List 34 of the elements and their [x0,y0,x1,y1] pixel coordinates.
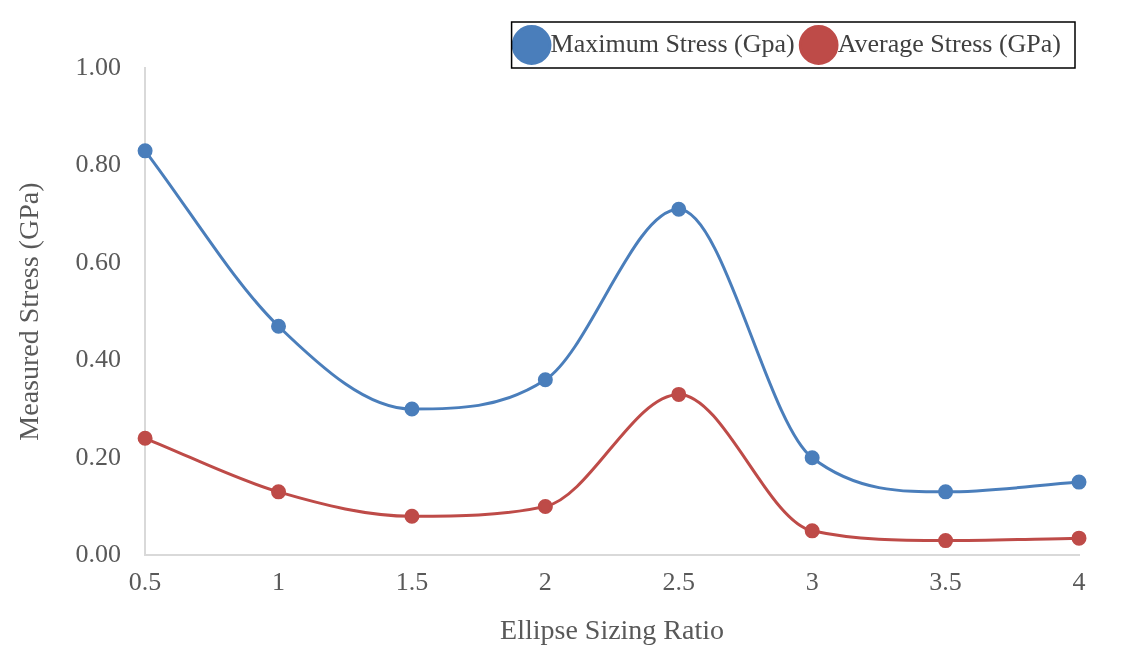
y-tick-label: 0.80 [75,149,122,179]
legend-label: Average Stress (GPa) [837,28,1062,58]
point [537,372,553,388]
point [671,201,687,217]
x-tick-label: 4 [1072,566,1086,596]
x-tick-label: 3.5 [929,566,962,596]
point [1071,530,1087,546]
x-tick-label: 0.5 [128,566,162,596]
point [804,523,820,539]
y-tick-label: 0.00 [75,539,122,569]
x-tick-label: 2.5 [662,566,696,596]
x-tick-label: 3 [805,566,819,596]
point [938,533,954,549]
legend-label: Maximum Stress (Gpa) [550,28,795,58]
point [137,430,153,446]
x-tick-label: 1.5 [395,566,429,596]
point [404,508,420,524]
point [671,386,687,402]
point [1071,474,1087,490]
y-tick-label: 0.60 [75,246,122,276]
point [938,484,954,500]
x-tick-label: 2 [538,566,552,596]
y-tick-label: 0.20 [75,441,122,471]
point [137,143,153,159]
point [271,318,287,334]
y-tick-label: 1.00 [75,51,122,81]
point [537,498,553,514]
point [404,401,420,417]
x-axis-title: Ellipse Sizing Ratio [500,613,725,645]
y-axis-title: Measured Stress (GPa) [13,182,45,441]
y-tick-label: 0.40 [75,344,122,374]
point [271,484,287,500]
point [804,450,820,466]
x-tick-label: 1 [272,566,286,596]
